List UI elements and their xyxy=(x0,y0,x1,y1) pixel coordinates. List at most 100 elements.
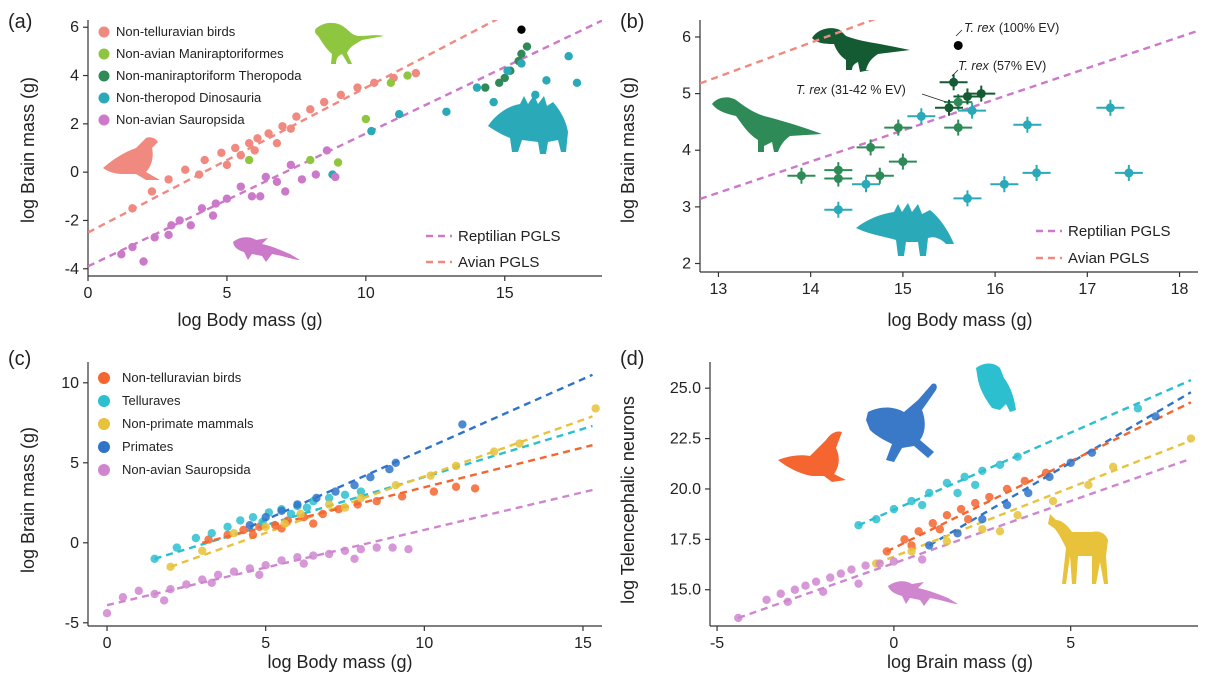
data-point xyxy=(517,49,526,59)
data-point xyxy=(1105,103,1115,113)
data-point xyxy=(150,589,159,599)
y-tick-label: -2 xyxy=(65,212,79,229)
data-point xyxy=(261,513,270,522)
data-point xyxy=(522,42,532,51)
data-point xyxy=(261,561,270,570)
panel-d-plot-area: -5 0 5 15.0 17.5 20.0 22.5 25.0 xyxy=(670,362,1198,652)
regression-line-primates xyxy=(928,391,1192,547)
data-point xyxy=(297,175,307,184)
data-point xyxy=(500,73,509,83)
data-point xyxy=(181,165,190,174)
data-point xyxy=(429,487,439,496)
data-point xyxy=(182,580,191,589)
y-tick-label: 2 xyxy=(70,116,79,133)
data-point xyxy=(198,575,207,584)
legend-label-nonmani: Non-maniraptoriform Theropoda xyxy=(116,68,302,83)
lizard-silhouette-icon xyxy=(888,581,958,606)
data-point xyxy=(318,509,327,519)
data-point xyxy=(293,500,302,509)
data-point xyxy=(367,126,376,136)
data-point xyxy=(515,439,524,448)
panel-b: 13 14 15 16 17 18 2 3 4 5 6 log Body mass (g) log … xyxy=(618,20,1198,330)
data-point xyxy=(150,554,159,563)
data-point xyxy=(222,160,232,170)
legend-swatch-c-telluraves xyxy=(98,395,110,407)
data-point xyxy=(286,124,296,133)
y-tick-label: -5 xyxy=(65,615,79,632)
annotation-leader-57 xyxy=(951,69,959,77)
data-point xyxy=(302,503,312,512)
data-point xyxy=(296,509,305,519)
regression-line-avian-pgls xyxy=(88,20,499,234)
data-point xyxy=(875,171,885,181)
panel-c-plot-area: 0 5 10 15 -5 0 5 10 xyxy=(61,362,602,652)
x-tick-label: 16 xyxy=(986,281,1004,298)
data-point xyxy=(272,177,282,187)
panel-d-x-axis-label: log Brain mass (g) xyxy=(887,652,1033,672)
data-point xyxy=(572,78,582,87)
legend-label-avian-pgls-b: Avian PGLS xyxy=(1068,250,1149,267)
data-point xyxy=(277,506,286,515)
data-point xyxy=(356,545,366,554)
data-point xyxy=(204,535,213,544)
data-point xyxy=(907,496,916,506)
data-point xyxy=(248,530,258,539)
data-point xyxy=(442,107,451,116)
panel-d: -5 0 5 15.0 17.5 20.0 22.5 25.0 log Brain mass … xyxy=(618,362,1198,672)
data-point xyxy=(503,66,512,75)
data-point xyxy=(1013,452,1022,461)
data-point xyxy=(1032,168,1042,178)
antelope-silhouette-icon xyxy=(1048,514,1108,584)
parrot-silhouette-icon xyxy=(976,363,1016,412)
legend-label-nontheropod: Non-theropod Dinosauria xyxy=(116,90,262,105)
bird-silhouette-icon xyxy=(778,431,846,482)
data-point xyxy=(128,204,137,213)
data-point xyxy=(1024,488,1033,498)
data-point xyxy=(953,529,962,538)
legend-label-c-telluraves: Telluraves xyxy=(122,393,181,408)
legend-swatch-maniraptoriform xyxy=(98,48,110,60)
data-point xyxy=(995,460,1005,469)
regression-line-avian-pgls xyxy=(700,20,876,85)
data-point xyxy=(403,71,412,80)
data-point xyxy=(907,547,916,556)
panel-b-plot-area: 13 14 15 16 17 18 2 3 4 5 6 xyxy=(682,20,1198,298)
legend-swatch-nontheropod xyxy=(98,92,110,104)
data-point xyxy=(953,488,962,498)
data-point xyxy=(925,488,934,498)
data-point xyxy=(790,585,800,594)
data-point xyxy=(591,404,600,413)
data-point xyxy=(470,484,480,493)
data-point xyxy=(229,567,239,576)
data-point xyxy=(350,554,359,563)
data-point xyxy=(949,77,959,87)
data-point xyxy=(472,83,482,92)
data-point xyxy=(336,90,346,100)
stegosaur-silhouette-icon xyxy=(488,95,568,154)
data-point xyxy=(324,493,334,503)
data-point xyxy=(458,420,467,429)
x-tick-label: 15 xyxy=(574,635,592,652)
y-tick-label: 22.5 xyxy=(670,431,701,448)
data-point xyxy=(847,565,856,574)
panel-c: 0 5 10 15 -5 0 5 10 log Body mass (g) log Brain… xyxy=(18,362,602,672)
panel-a: 0 5 10 15 -4 -2 0 2 4 6 log Body mass (g) log Bra… xyxy=(18,19,602,330)
data-point xyxy=(293,553,302,562)
data-point xyxy=(292,112,301,121)
data-point xyxy=(194,170,204,179)
annotation-trex-57: T. rex (57% EV) xyxy=(958,59,1046,73)
data-point xyxy=(361,114,371,124)
data-point xyxy=(102,609,112,618)
data-point xyxy=(962,193,972,203)
data-point xyxy=(280,519,289,528)
data-point xyxy=(207,578,216,587)
panel-b-marks xyxy=(700,20,1198,218)
legend-swatch-c-sauropsid xyxy=(98,464,110,476)
regression-line-non-primate-mammals xyxy=(170,415,593,568)
data-point xyxy=(971,480,980,490)
data-point xyxy=(481,83,490,92)
data-point xyxy=(776,589,785,598)
legend-label-c-sauropsid: Non-avian Sauropsida xyxy=(122,462,251,477)
regression-line-non-telluravian-birds xyxy=(886,401,1192,553)
